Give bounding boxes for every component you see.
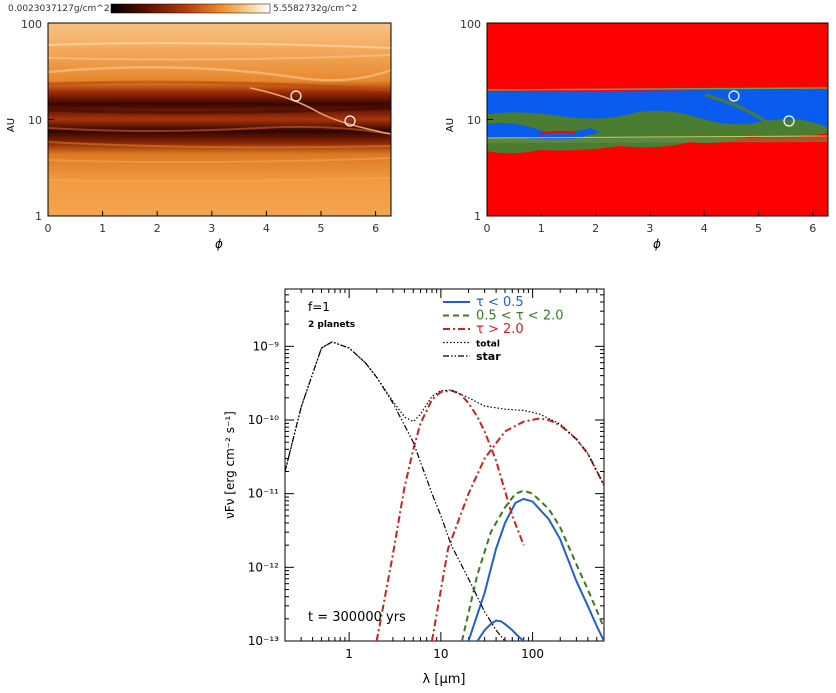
x-axis-label-3: λ [μm]	[423, 672, 466, 687]
y-tick-label-1-2: 100	[21, 18, 42, 31]
sed-plot: 1 10 100 10⁻¹³ 10⁻¹² 10⁻¹¹ 10⁻¹⁰ 10⁻⁹ f=1 2 pla…	[223, 288, 605, 687]
sed-y-tick-label: 10⁻¹²	[248, 560, 279, 574]
x-ticks-2: 0 1 2 3 4 5 6	[484, 211, 816, 235]
planet-marker-inner	[344, 115, 356, 127]
sed-series-3	[375, 389, 525, 641]
annotation-time: t = 300000 yrs	[308, 610, 406, 625]
sed-series-1	[476, 619, 525, 641]
sed-y-tick-label: 10⁻¹⁰	[248, 413, 279, 427]
x-axis-label-1: ϕ	[215, 237, 223, 251]
planet-marker-outer-2	[728, 90, 740, 102]
planet-marker-outer	[290, 90, 302, 102]
x-tick-label-1-2: 2	[154, 222, 161, 235]
sed-series-2	[461, 489, 604, 641]
sed-x-tick-label: 1	[345, 647, 353, 661]
legend-label-0: τ < 0.5	[476, 295, 524, 310]
sed-y-tick-label: 10⁻¹³	[248, 634, 279, 648]
annotation-f: f=1	[308, 300, 330, 314]
x-tick-label-2-5: 5	[755, 222, 762, 235]
x-tick-label-2-1: 1	[538, 222, 545, 235]
x-tick-label-2-6: 6	[809, 222, 816, 235]
legend-label-1: 0.5 < τ < 2.0	[476, 309, 564, 324]
x-tick-label-1-5: 5	[318, 222, 325, 235]
y-ticks-2: 1 10 100	[460, 18, 493, 223]
density-field	[48, 23, 391, 216]
y-tick-label-1-0: 1	[35, 210, 42, 223]
legend-label-2: τ > 2.0	[476, 322, 524, 337]
annotation-planets: 2 planets	[308, 320, 355, 330]
x-tick-label-2-3: 3	[646, 222, 653, 235]
sed-y-tick-label: 10⁻⁹	[253, 339, 280, 353]
sed-y-tick-label: 10⁻¹¹	[248, 487, 279, 501]
colorbar-max-label: 5.5582732g/cm^2	[273, 4, 357, 14]
legend-label-4: star	[476, 350, 501, 363]
y-tick-label-2-1: 10	[467, 114, 481, 127]
colorbar	[110, 3, 271, 14]
x-axis-label-2: ϕ	[653, 237, 661, 251]
axes-frame-3	[284, 288, 605, 642]
y-axis-label-3: νFν [erg cm⁻² s⁻¹]	[223, 411, 237, 519]
sed-curves	[285, 341, 604, 641]
sed-x-tick-label: 10	[433, 647, 448, 661]
sed-x-tick-label: 100	[521, 647, 544, 661]
x-tick-label-2-4: 4	[701, 222, 708, 235]
legend-label-3: total	[476, 340, 500, 350]
y-tick-label-1-1: 10	[28, 114, 42, 127]
y-ticks-1: 1 10 100	[21, 18, 54, 223]
sed-ticks: 1 10 100 10⁻¹³ 10⁻¹² 10⁻¹¹ 10⁻¹⁰ 10⁻⁹	[248, 289, 605, 661]
x-tick-label-2-0: 0	[484, 222, 491, 235]
planet-marker-inner-2	[783, 115, 795, 127]
density-streaks	[48, 42, 391, 183]
y-axis-label-2: AU	[445, 118, 456, 132]
sed-series-5	[285, 341, 604, 486]
x-tick-label-1-6: 6	[372, 222, 379, 235]
y-tick-label-2-0: 1	[474, 210, 481, 223]
optical-depth-field	[487, 23, 828, 216]
x-tick-label-2-2: 2	[592, 222, 599, 235]
colorbar-min-label: 0.0023037127g/cm^2	[8, 4, 110, 14]
sed-series-0	[467, 497, 604, 641]
sed-series-6	[285, 341, 506, 641]
y-axis-label-1: AU	[6, 118, 17, 132]
x-ticks-1: 0 1 2 3 4 5 6	[45, 211, 379, 235]
sed-series-4	[431, 417, 604, 641]
x-tick-label-1-1: 1	[99, 222, 106, 235]
x-tick-label-1-3: 3	[208, 222, 215, 235]
x-tick-label-1-4: 4	[263, 222, 270, 235]
x-tick-label-1-0: 0	[45, 222, 52, 235]
y-tick-label-2-2: 100	[460, 18, 481, 31]
